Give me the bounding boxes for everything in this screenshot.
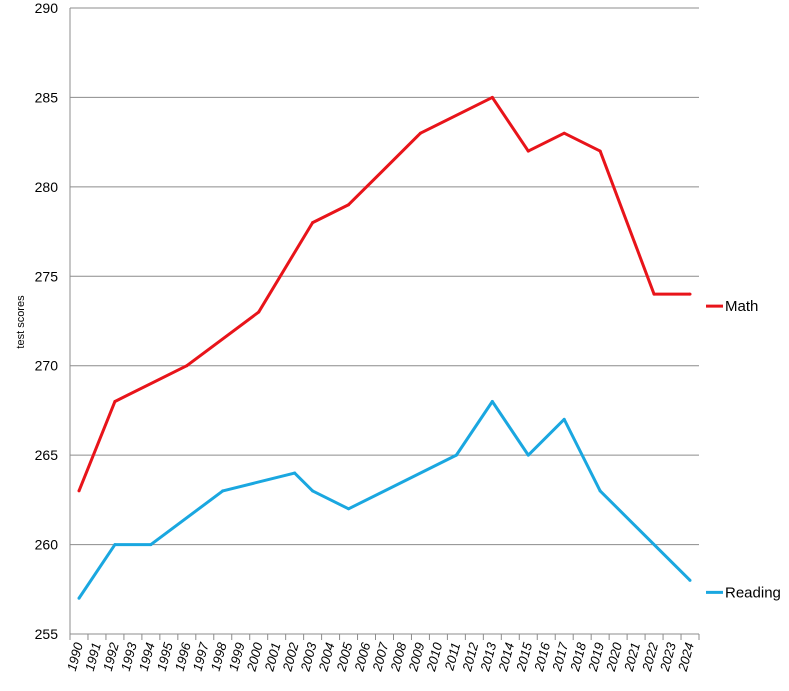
data-point-reading [598,489,602,493]
data-point-reading [113,543,117,547]
x-tick-label: 2011 [441,641,463,673]
gridlines [70,7,699,635]
x-tick-label: 1990 [64,640,86,673]
data-point-reading [311,489,315,493]
x-tick-label: 1996 [172,640,194,673]
legend: Math Reading [706,298,781,601]
data-point-reading [149,543,153,547]
data-point-math [257,310,261,314]
x-tick-label: 2014 [495,641,517,674]
y-tick-labels: 255 260 265 270 275 280 285 290 [35,0,59,642]
data-point-math [77,489,81,493]
data-point-math [311,221,315,225]
x-tick-label: 2001 [261,641,283,674]
x-tick-label: 2024 [675,641,697,674]
data-point-math [113,399,117,403]
data-point-math [526,149,530,153]
data-point-reading [293,471,297,475]
data-point-math [347,203,351,207]
data-point-reading [221,489,225,493]
x-tick-label: 2021 [621,641,643,674]
data-point-math [598,149,602,153]
x-tick-label: 1995 [154,640,176,673]
data-point-reading [526,453,530,457]
series-lines [77,95,692,600]
data-point-reading [490,399,494,403]
x-tick-label: 1998 [208,640,230,673]
x-tick-label: 1993 [118,640,140,673]
data-point-reading [688,578,692,582]
series-line-math [77,95,691,492]
y-tick-label: 285 [35,89,59,105]
data-point-math [688,292,692,296]
data-point-math [490,95,494,99]
y-tick-label: 270 [35,358,59,374]
data-point-math [185,364,189,368]
data-point-reading [562,417,566,421]
y-tick-label: 275 [35,268,59,284]
y-tick-label: 260 [35,537,59,553]
y-axis-label: test scores [15,295,27,349]
legend-label-math: Math [725,298,758,315]
data-point-math [418,131,422,135]
x-tick-label: 1991 [82,641,104,673]
data-point-reading [454,453,458,457]
data-point-math [652,292,656,296]
x-tick-label: 1997 [190,640,212,673]
y-tick-label: 265 [35,447,59,463]
series-line-reading [77,399,692,600]
x-tick-label: 1992 [100,640,122,673]
x-tick-label: 1994 [136,641,158,673]
x-tick-labels: 1990199119921993199419951996199719981999… [64,640,697,674]
x-tick-label: 2009 [405,641,427,674]
y-tick-label: 290 [35,0,59,16]
data-point-reading [77,596,81,600]
x-tick-label: 1999 [226,641,248,673]
x-tick-label: 2004 [315,641,337,674]
y-tick-label: 255 [35,626,59,642]
x-tick-label: 2019 [585,641,607,674]
data-point-reading [347,507,351,511]
y-tick-label: 280 [35,179,59,195]
axes [69,8,700,640]
legend-label-reading: Reading [725,584,781,601]
data-point-math [562,131,566,135]
